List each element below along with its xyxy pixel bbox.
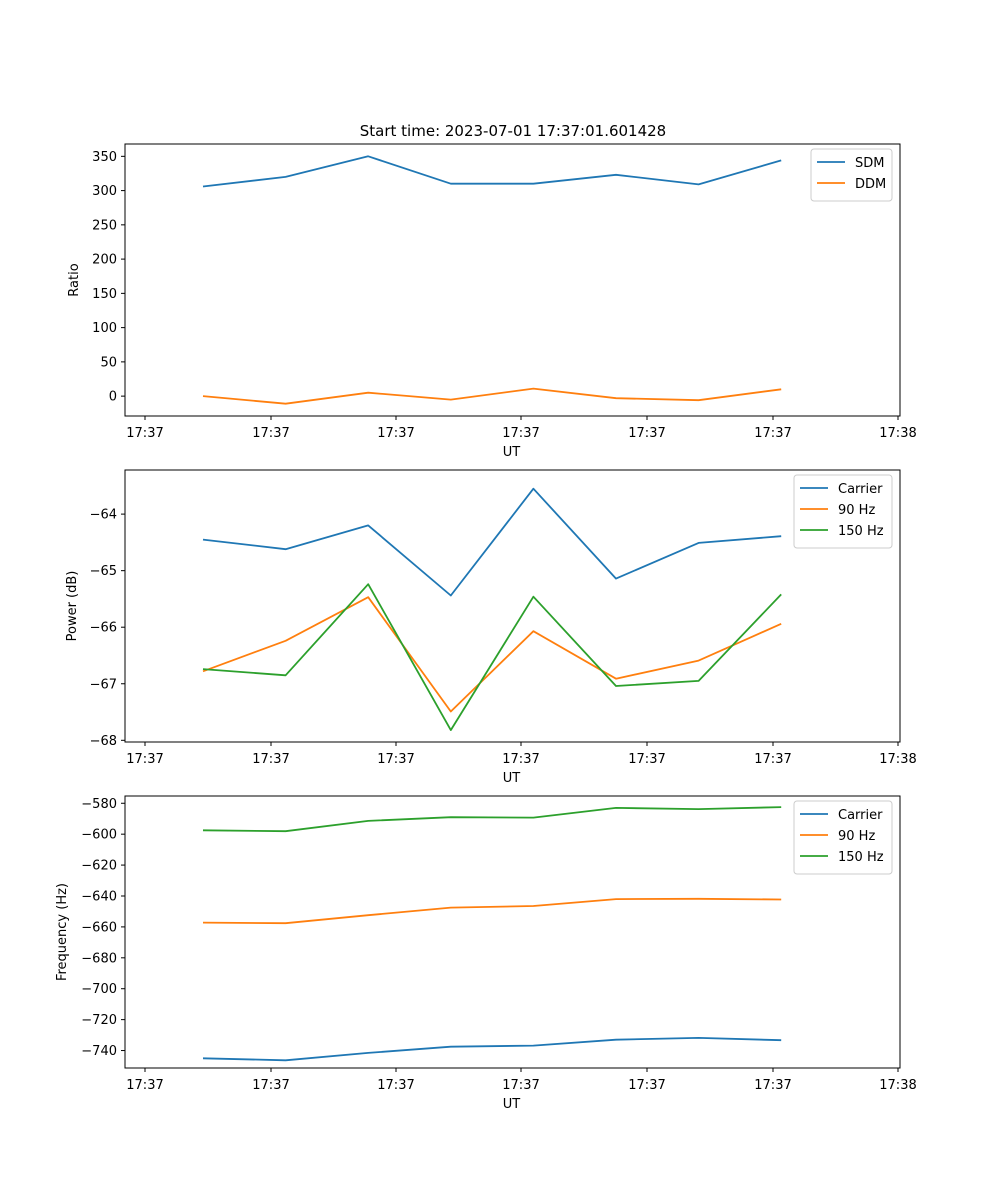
chart-2: −68 −67 −66 −65 −64 17:37 17:37 17:37 17:37 17:37…	[65, 469, 917, 786]
y-tick-label: 250	[92, 218, 117, 233]
series-line-sdm	[202, 155, 782, 188]
series-line-carrier	[202, 487, 782, 597]
legend-label: 90 Hz	[838, 829, 875, 844]
y-axis-label: Frequency (Hz)	[55, 883, 70, 981]
series-line-150-hz	[202, 583, 782, 731]
legend-label: 150 Hz	[838, 524, 884, 539]
x-tick-label: 17:37	[502, 752, 539, 767]
legend-label: 90 Hz	[838, 503, 875, 518]
series-line-150-hz	[202, 806, 782, 833]
axes-frame	[124, 469, 901, 743]
x-tick-label: 17:37	[377, 426, 414, 441]
y-tick-label: −65	[90, 564, 117, 579]
x-tick-label: 17:37	[126, 752, 163, 767]
x-tick-label: 17:37	[126, 1078, 163, 1093]
series-line-90-hz	[202, 897, 782, 925]
x-tick-label: 17:37	[754, 752, 791, 767]
axes-frame	[124, 795, 901, 1069]
legend-label: DDM	[855, 177, 886, 192]
chart-3: −740 −720 −700 −680 −660 −640 −620 −600 −580 17:3…	[55, 795, 917, 1112]
x-tick-label: 17:37	[126, 426, 163, 441]
axes-frame	[124, 143, 901, 417]
y-tick-label: −580	[81, 797, 117, 812]
y-tick-label: 150	[92, 287, 117, 302]
series-line-carrier	[202, 1037, 782, 1062]
x-tick-label: 17:37	[628, 752, 665, 767]
legend-label: 150 Hz	[838, 850, 884, 865]
series-line-90-hz	[202, 596, 782, 713]
y-axis-label: Ratio	[67, 263, 82, 296]
y-tick-label: −64	[90, 508, 117, 523]
y-axis-label: Power (dB)	[65, 571, 80, 642]
series-line-ddm	[202, 387, 782, 405]
y-tick-label: −67	[90, 677, 117, 692]
x-tick-label: 17:37	[252, 1078, 289, 1093]
y-tick-label: 50	[100, 355, 117, 370]
legend-label: SDM	[855, 156, 884, 171]
y-tick-label: −720	[81, 1013, 117, 1028]
figure-title: Start time: 2023-07-01 17:37:01.601428	[360, 122, 666, 140]
x-tick-label: 17:37	[628, 426, 665, 441]
x-tick-label: 17:37	[502, 426, 539, 441]
y-tick-label: −600	[81, 828, 117, 843]
x-tick-label: 17:38	[879, 1078, 916, 1093]
y-tick-label: −66	[90, 621, 117, 636]
y-tick-label: −660	[81, 920, 117, 935]
legend-label: Carrier	[838, 482, 883, 497]
x-tick-label: 17:37	[252, 752, 289, 767]
charts: 0 50 100 150 200 250 300 350 17:37 17:37 17:37 17:3…	[55, 143, 917, 1112]
y-tick-label: −740	[81, 1044, 117, 1059]
x-tick-label: 17:37	[754, 426, 791, 441]
x-axis-label: UT	[503, 771, 521, 786]
x-tick-label: 17:37	[502, 1078, 539, 1093]
x-tick-label: 17:37	[754, 1078, 791, 1093]
y-tick-label: 200	[92, 253, 117, 268]
y-tick-label: 100	[92, 321, 117, 336]
y-tick-label: −640	[81, 889, 117, 904]
y-tick-label: −700	[81, 982, 117, 997]
y-tick-label: 300	[92, 184, 117, 199]
x-tick-label: 17:38	[879, 752, 916, 767]
y-tick-label: 350	[92, 150, 117, 165]
legend: SDM DDM	[810, 148, 893, 202]
legend: Carrier 90 Hz 150 Hz	[793, 800, 893, 875]
x-tick-label: 17:37	[377, 752, 414, 767]
chart-1: 0 50 100 150 200 250 300 350 17:37 17:37 17:37 17:3…	[67, 143, 917, 460]
y-tick-label: −680	[81, 951, 117, 966]
x-axis-label: UT	[503, 1097, 521, 1112]
x-tick-label: 17:37	[628, 1078, 665, 1093]
y-tick-label: 0	[109, 390, 117, 405]
x-tick-label: 17:37	[252, 426, 289, 441]
x-axis-label: UT	[503, 445, 521, 460]
y-tick-label: −620	[81, 859, 117, 874]
x-tick-label: 17:38	[879, 426, 916, 441]
legend-label: Carrier	[838, 808, 883, 823]
y-tick-label: −68	[90, 734, 117, 749]
x-tick-label: 17:37	[377, 1078, 414, 1093]
legend: Carrier 90 Hz 150 Hz	[793, 474, 893, 549]
